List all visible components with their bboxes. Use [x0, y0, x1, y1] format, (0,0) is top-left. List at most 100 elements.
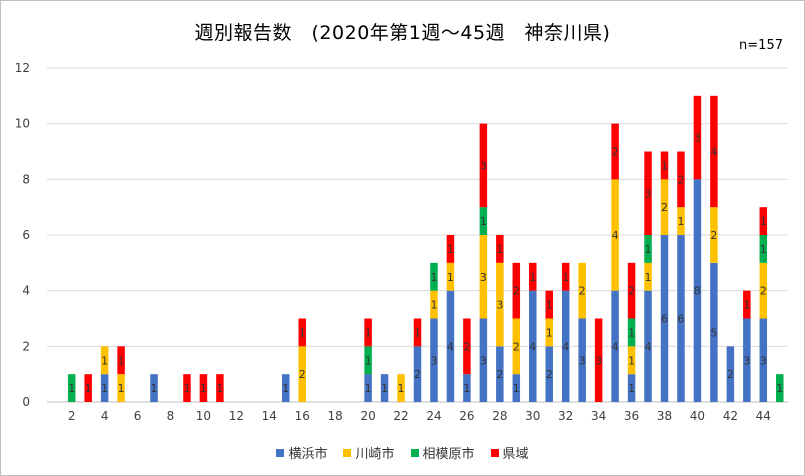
data-label: 3	[579, 354, 586, 367]
bar-segment	[150, 374, 158, 402]
legend-label: 県域	[502, 447, 529, 462]
data-label: 1	[546, 299, 553, 312]
data-label: 2	[710, 229, 717, 242]
data-label: 1	[496, 243, 503, 256]
bar-segment	[199, 374, 208, 402]
x-tick-label: 40	[690, 409, 705, 423]
data-label: 1	[743, 299, 750, 312]
bar-segment	[446, 235, 455, 263]
data-label: 3	[430, 354, 437, 367]
x-tick-label: 8	[167, 409, 175, 423]
data-label: 2	[628, 285, 635, 298]
data-label: 3	[760, 354, 767, 367]
bar-segment	[545, 346, 553, 402]
data-label: 1	[430, 299, 437, 312]
data-label: 4	[710, 146, 717, 159]
bar-segment	[759, 318, 768, 402]
legend-item: 相模原市	[410, 443, 475, 462]
bar-segment	[644, 235, 652, 263]
bar-segment	[594, 318, 603, 402]
bar-segment	[479, 207, 488, 235]
bar-segment	[693, 95, 702, 180]
bar-segment	[183, 374, 191, 402]
data-label: 1	[183, 382, 190, 395]
bar-segment	[512, 262, 521, 319]
data-label: 3	[645, 187, 652, 200]
bar-segment	[512, 318, 521, 375]
legend-label: 横浜市	[288, 447, 328, 462]
data-label: 1	[85, 382, 92, 395]
y-tick-label: 8	[22, 172, 30, 186]
data-label: 1	[101, 382, 108, 395]
data-label: 1	[447, 243, 454, 256]
x-tick-label: 2	[68, 409, 76, 423]
x-tick-label: 32	[558, 409, 573, 423]
data-label: 2	[513, 340, 520, 353]
bar-segment	[776, 374, 784, 402]
bar-segment	[611, 179, 619, 291]
bar-segment	[660, 179, 669, 235]
y-tick-label: 0	[22, 395, 30, 409]
data-label: 4	[447, 340, 454, 353]
data-label: 2	[414, 368, 421, 381]
data-label: 1	[365, 382, 372, 395]
data-label: 3	[743, 354, 750, 367]
legend-item: 横浜市	[276, 443, 327, 462]
data-label: 1	[776, 382, 783, 395]
bar-segment	[545, 318, 553, 347]
bar-segment	[479, 318, 488, 402]
x-tick-label: 12	[229, 409, 244, 423]
data-label: 1	[562, 271, 569, 284]
x-tick-label: 30	[525, 409, 540, 423]
bar-segment	[117, 346, 125, 375]
data-label: 4	[645, 340, 652, 353]
data-label: 2	[546, 368, 553, 381]
data-label: 1	[661, 159, 668, 172]
data-label: 3	[480, 354, 487, 367]
data-label: 1	[414, 326, 421, 339]
legend-label: 川崎市	[355, 447, 395, 462]
data-label: 1	[151, 382, 158, 395]
data-label: 1	[546, 326, 553, 339]
bar-segment	[282, 374, 290, 402]
bar-segment	[430, 262, 438, 291]
bar-segment	[627, 374, 636, 402]
data-label: 1	[118, 382, 125, 395]
bar-segment	[529, 262, 537, 291]
bar-segment	[496, 235, 504, 263]
bar-segment	[743, 290, 751, 319]
data-label: 1	[216, 382, 223, 395]
legend-swatch	[410, 448, 419, 457]
x-tick-label: 6	[134, 409, 142, 423]
data-label: 2	[463, 340, 470, 353]
data-label: 8	[694, 285, 701, 298]
data-label: 1	[463, 382, 470, 395]
bar-segment	[446, 262, 455, 291]
y-tick-label: 12	[15, 61, 30, 75]
bar-segment	[67, 374, 76, 402]
data-label: 1	[645, 271, 652, 284]
bar-segment	[561, 262, 570, 291]
data-label: 1	[677, 215, 684, 228]
y-tick-label: 2	[22, 339, 30, 353]
bar-segment	[677, 207, 685, 235]
data-label: 2	[299, 368, 306, 381]
data-label: 3	[480, 271, 487, 284]
bar-segment	[743, 318, 751, 402]
x-tick-label: 10	[196, 409, 211, 423]
data-label: 6	[661, 313, 668, 326]
data-label: 1	[645, 243, 652, 256]
bar-segment	[677, 151, 685, 208]
x-tick-label: 4	[101, 409, 109, 423]
x-tick-label: 28	[492, 409, 507, 423]
bar-segment	[364, 374, 372, 402]
x-tick-label: 38	[657, 409, 672, 423]
x-tick-label: 14	[262, 409, 277, 423]
bar-segment	[611, 290, 619, 402]
x-tick-label: 36	[624, 409, 639, 423]
bar-segment	[710, 207, 718, 263]
bar-segment	[660, 235, 669, 402]
legend-swatch	[343, 448, 352, 457]
legend-swatch	[490, 448, 499, 457]
data-label: 2	[579, 285, 586, 298]
